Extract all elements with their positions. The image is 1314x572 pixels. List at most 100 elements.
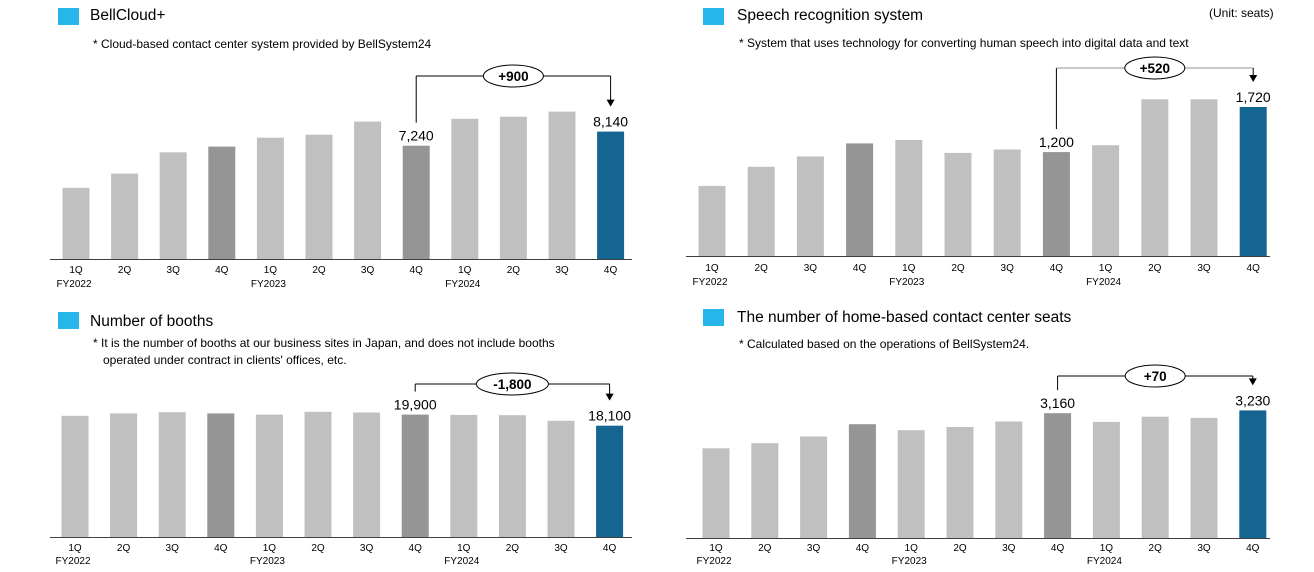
x-tick-label: 3Q — [807, 543, 821, 554]
x-tick-label: 3Q — [1197, 263, 1211, 274]
fiscal-year-label: FY2022 — [56, 279, 91, 290]
fiscal-year-label: FY2022 — [696, 556, 731, 567]
bar — [401, 414, 429, 537]
panel-note: * It is the number of booths at our busi… — [93, 336, 555, 350]
arrow-down-icon — [1249, 75, 1258, 83]
bar — [1141, 99, 1169, 256]
bar — [596, 425, 624, 537]
title-square-icon — [58, 312, 79, 329]
x-tick-label: 3Q — [361, 265, 375, 276]
bar — [61, 415, 89, 537]
bar — [995, 421, 1023, 538]
bar — [256, 137, 284, 259]
panel-note: * Cloud-based contact center system prov… — [93, 37, 432, 51]
panel-title: Speech recognition system — [737, 7, 924, 24]
bar — [255, 414, 283, 537]
title-square-icon — [703, 309, 724, 326]
title-square-icon — [58, 8, 79, 25]
panel-note: * Calculated based on the operations of … — [739, 337, 1030, 351]
bar — [354, 121, 382, 259]
x-tick-label: 4Q — [603, 543, 617, 554]
x-tick-label: 4Q — [1051, 543, 1065, 554]
change-label: -1,800 — [493, 377, 531, 392]
bar — [846, 143, 874, 256]
fiscal-year-label: FY2024 — [1086, 277, 1121, 288]
bar — [1190, 417, 1218, 538]
data-label: 3,230 — [1235, 392, 1270, 408]
fiscal-year-label: FY2024 — [444, 556, 479, 567]
x-tick-label: 3Q — [804, 263, 818, 274]
arrow-down-icon — [1248, 378, 1257, 386]
bar — [304, 411, 332, 537]
bar — [1042, 152, 1070, 256]
x-tick-label: 1Q — [1100, 543, 1114, 554]
fiscal-year-label: FY2022 — [692, 277, 727, 288]
x-tick-label: 1Q — [902, 263, 916, 274]
change-label: +70 — [1144, 369, 1167, 384]
x-tick-label: 2Q — [117, 543, 131, 554]
x-tick-label: 2Q — [758, 543, 772, 554]
bar — [848, 424, 876, 538]
x-tick-label: 1Q — [264, 265, 278, 276]
bar — [1239, 410, 1267, 538]
fiscal-year-label: FY2024 — [445, 279, 480, 290]
x-tick-label: 4Q — [1247, 263, 1261, 274]
x-tick-label: 3Q — [166, 543, 180, 554]
bar — [1190, 99, 1218, 256]
x-tick-label: 1Q — [457, 543, 471, 554]
x-tick-label: 2Q — [506, 543, 520, 554]
bar — [110, 413, 138, 537]
bar — [796, 156, 824, 256]
change-oval — [475, 372, 549, 396]
x-tick-label: 3Q — [1197, 543, 1211, 554]
x-tick-label: 2Q — [953, 543, 967, 554]
bar — [548, 111, 576, 259]
data-label: 8,140 — [593, 114, 628, 130]
panel-title: BellCloud+ — [90, 7, 166, 24]
bar — [800, 436, 828, 538]
bar — [1092, 421, 1120, 538]
x-tick-label: 4Q — [853, 263, 867, 274]
bar — [1092, 145, 1120, 256]
x-tick-label: 3Q — [555, 265, 569, 276]
bar — [897, 430, 925, 538]
unit-label: (Unit: seats) — [1209, 6, 1274, 20]
bar — [62, 187, 90, 259]
x-tick-label: 4Q — [410, 265, 424, 276]
x-tick-label: 1Q — [1099, 263, 1113, 274]
fiscal-year-label: FY2023 — [250, 556, 285, 567]
change-label: +900 — [498, 69, 528, 84]
x-tick-label: 2Q — [507, 265, 521, 276]
x-tick-label: 2Q — [951, 263, 965, 274]
data-label: 18,100 — [588, 408, 631, 424]
bar — [702, 448, 730, 538]
data-label: 1,720 — [1236, 89, 1271, 105]
x-tick-label: 2Q — [118, 265, 132, 276]
x-tick-label: 4Q — [1246, 543, 1260, 554]
x-tick-label: 4Q — [604, 265, 618, 276]
bar — [207, 413, 235, 537]
bar — [111, 173, 139, 259]
bar — [450, 414, 478, 537]
bar — [993, 149, 1021, 256]
bar — [751, 443, 779, 538]
x-tick-label: 1Q — [68, 543, 82, 554]
x-tick-label: 4Q — [215, 265, 229, 276]
fiscal-year-label: FY2022 — [55, 556, 90, 567]
fiscal-year-label: FY2023 — [251, 279, 286, 290]
x-tick-label: 2Q — [1149, 543, 1163, 554]
bar — [305, 134, 333, 259]
bar — [1141, 416, 1169, 538]
x-tick-label: 2Q — [1148, 263, 1162, 274]
x-tick-label: 4Q — [1050, 263, 1064, 274]
arrow-down-icon — [605, 393, 614, 401]
bar — [547, 420, 575, 537]
change-oval — [1124, 364, 1186, 388]
bar — [1044, 413, 1072, 538]
x-tick-label: 4Q — [856, 543, 870, 554]
data-label: 1,200 — [1039, 134, 1074, 150]
fiscal-year-label: FY2024 — [1087, 556, 1122, 567]
bar — [498, 415, 526, 537]
